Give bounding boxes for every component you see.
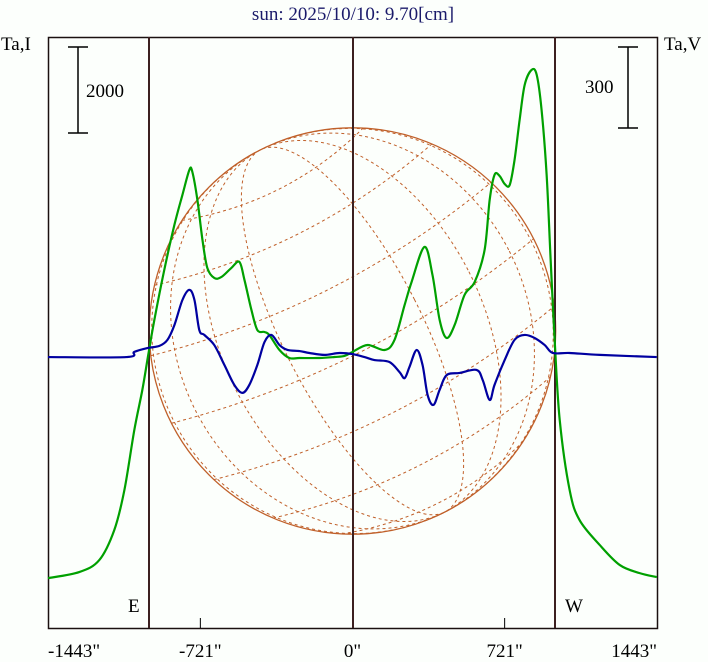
x-tick-label: -1443" — [48, 641, 100, 662]
y-label-left: Ta,I — [1, 34, 31, 55]
scale-bar-right — [618, 46, 638, 129]
parallel-line — [213, 305, 555, 481]
chart-title: sun: 2025/10/10: 9.70[cm] — [252, 4, 454, 25]
parallel-line — [171, 238, 534, 424]
parallel-line — [154, 143, 433, 286]
parallel-line — [341, 441, 524, 535]
scale-bar-left-label: 2000 — [86, 81, 124, 102]
parallel-line — [150, 181, 492, 357]
x-tick-label: -721" — [179, 641, 222, 662]
x-tick-label: 1443" — [611, 641, 657, 662]
x-tick-label: 0" — [344, 641, 361, 662]
y-label-right: Ta,V — [664, 34, 701, 55]
solar-disk-grid — [148, 127, 557, 535]
parallel-line — [272, 376, 551, 519]
west-label: W — [565, 596, 583, 617]
series-I-line — [47, 67, 658, 580]
scale-bar-right-label: 300 — [585, 77, 614, 98]
scale-bar-left — [68, 46, 88, 134]
parallel-line — [181, 127, 364, 221]
east-label: E — [128, 596, 140, 617]
meridian-line — [240, 146, 465, 516]
x-tick-label: 721" — [487, 641, 523, 662]
